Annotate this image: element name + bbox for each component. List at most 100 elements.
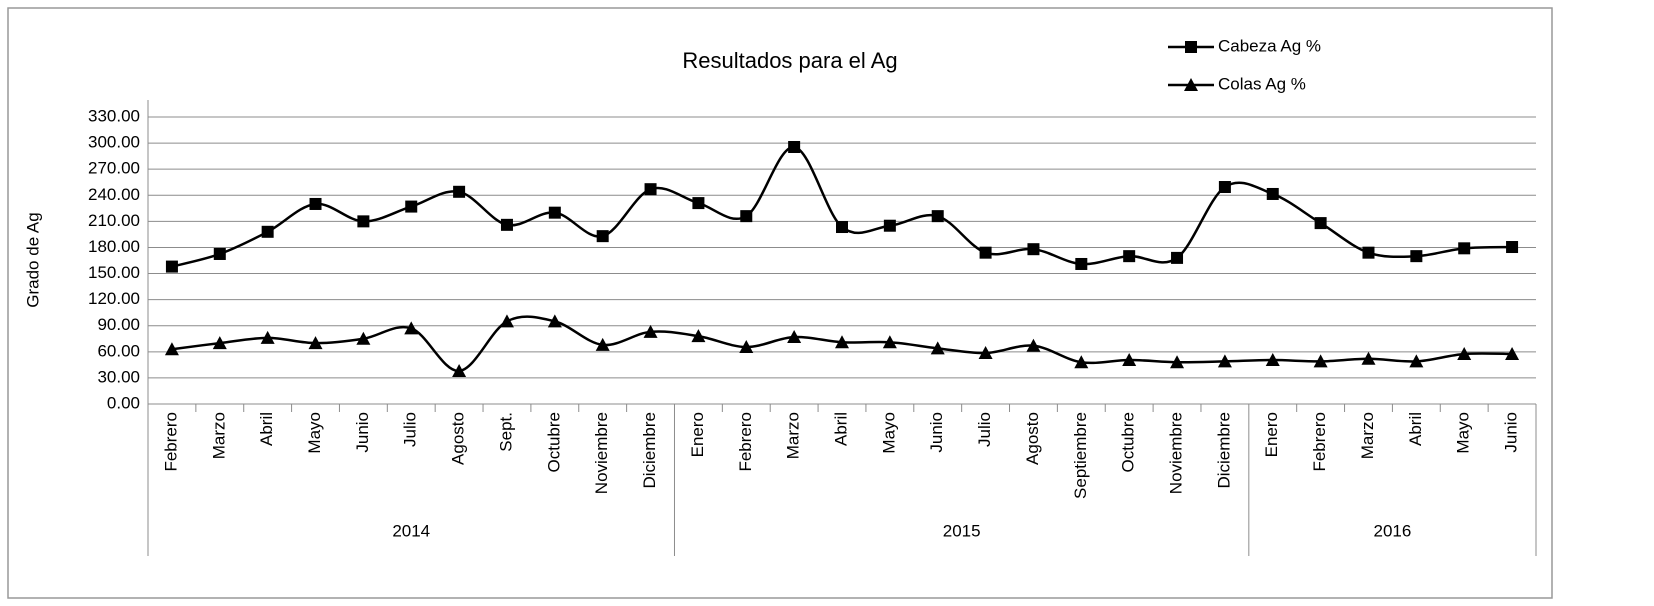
x-tick-label: Enero: [688, 412, 707, 457]
point: [260, 330, 275, 344]
point: [357, 215, 370, 228]
x-tick-label: Abril: [831, 412, 850, 446]
x-tick-label: Marzo: [209, 412, 228, 459]
y-axis-title: Grado de Ag: [23, 212, 42, 307]
point: [1027, 243, 1040, 256]
x-tick-label: Marzo: [784, 412, 803, 459]
point: [213, 247, 226, 260]
point: [978, 346, 993, 360]
legend-marker: [1185, 41, 1197, 53]
legend-marker: [1184, 78, 1198, 91]
point: [692, 197, 705, 210]
x-tick-label: Febrero: [736, 412, 755, 472]
y-tick-label: 120.00: [88, 289, 140, 308]
y-tick-label: 330.00: [88, 106, 140, 125]
point: [595, 337, 610, 351]
point: [452, 363, 467, 377]
point: [1217, 354, 1232, 368]
point: [1026, 338, 1041, 352]
point: [1218, 181, 1231, 194]
point: [547, 314, 562, 328]
x-tick-label: Mayo: [1454, 412, 1473, 454]
x-tick-label: Diciembre: [1214, 412, 1233, 489]
point: [1458, 242, 1471, 255]
point: [787, 330, 802, 344]
x-tick-label: Noviembre: [592, 412, 611, 494]
point: [740, 210, 753, 223]
point: [164, 342, 179, 356]
point: [1123, 250, 1136, 263]
x-tick-label: Sept.: [496, 412, 515, 452]
point: [1170, 355, 1185, 369]
y-tick-label: 0.00: [107, 393, 140, 412]
x-tick-label: Agosto: [449, 412, 468, 465]
point: [931, 210, 944, 223]
chart-title: Resultados para el Ag: [682, 48, 897, 73]
x-tick-label: Mayo: [305, 412, 324, 454]
point: [1171, 251, 1184, 264]
point: [1410, 250, 1423, 263]
point: [1122, 352, 1137, 366]
y-tick-label: 240.00: [88, 185, 140, 204]
x-tick-label: Diciembre: [640, 412, 659, 489]
legend-label: Cabeza Ag %: [1218, 36, 1321, 55]
point: [1361, 351, 1376, 365]
point: [1266, 187, 1279, 200]
point: [1314, 217, 1327, 230]
x-group-label: 2015: [943, 521, 981, 540]
point: [404, 321, 419, 335]
x-tick-label: Mayo: [879, 412, 898, 454]
point: [883, 219, 896, 232]
x-tick-label: Noviembre: [1167, 412, 1186, 494]
point: [596, 230, 609, 243]
point: [691, 329, 706, 343]
point: [309, 197, 322, 210]
x-tick-label: Octubre: [544, 412, 563, 472]
point: [836, 221, 848, 234]
point: [882, 335, 897, 349]
y-tick-label: 150.00: [88, 263, 140, 282]
point: [788, 141, 801, 154]
point: [1313, 354, 1328, 368]
point: [1074, 355, 1089, 369]
x-tick-label: Octubre: [1119, 412, 1138, 472]
y-tick-label: 210.00: [88, 211, 140, 230]
point: [739, 340, 754, 354]
point: [643, 324, 658, 338]
chart-frame: [7, 7, 1553, 599]
point: [1505, 346, 1520, 360]
point: [1075, 257, 1088, 270]
x-tick-label: Septiembre: [1071, 412, 1090, 499]
point: [835, 335, 849, 349]
point: [548, 206, 561, 219]
point: [308, 336, 323, 350]
x-tick-label: Julio: [975, 412, 994, 447]
y-tick-label: 180.00: [88, 237, 140, 256]
point: [1362, 246, 1375, 259]
x-tick-label: Abril: [1406, 412, 1425, 446]
x-tick-label: Julio: [401, 412, 420, 447]
point: [979, 246, 992, 259]
x-tick-label: Agosto: [1023, 412, 1042, 465]
point: [1409, 354, 1424, 368]
legend-label: Colas Ag %: [1218, 74, 1306, 93]
point: [212, 336, 227, 350]
y-tick-label: 90.00: [97, 315, 140, 334]
x-tick-label: Junio: [1502, 412, 1521, 453]
point: [165, 260, 178, 273]
x-tick-label: Junio: [927, 412, 946, 453]
x-tick-label: Febrero: [161, 412, 180, 472]
x-tick-label: Febrero: [1310, 412, 1329, 472]
point: [453, 185, 466, 198]
point: [1265, 352, 1280, 366]
x-group-label: 2016: [1373, 521, 1411, 540]
point: [500, 218, 513, 231]
point: [930, 341, 945, 355]
y-tick-label: 60.00: [97, 341, 140, 360]
point: [644, 183, 657, 196]
y-tick-label: 270.00: [88, 159, 140, 178]
x-tick-label: Marzo: [1358, 412, 1377, 459]
point: [499, 314, 514, 328]
y-tick-label: 30.00: [97, 367, 140, 386]
x-tick-label: Enero: [1262, 412, 1281, 457]
